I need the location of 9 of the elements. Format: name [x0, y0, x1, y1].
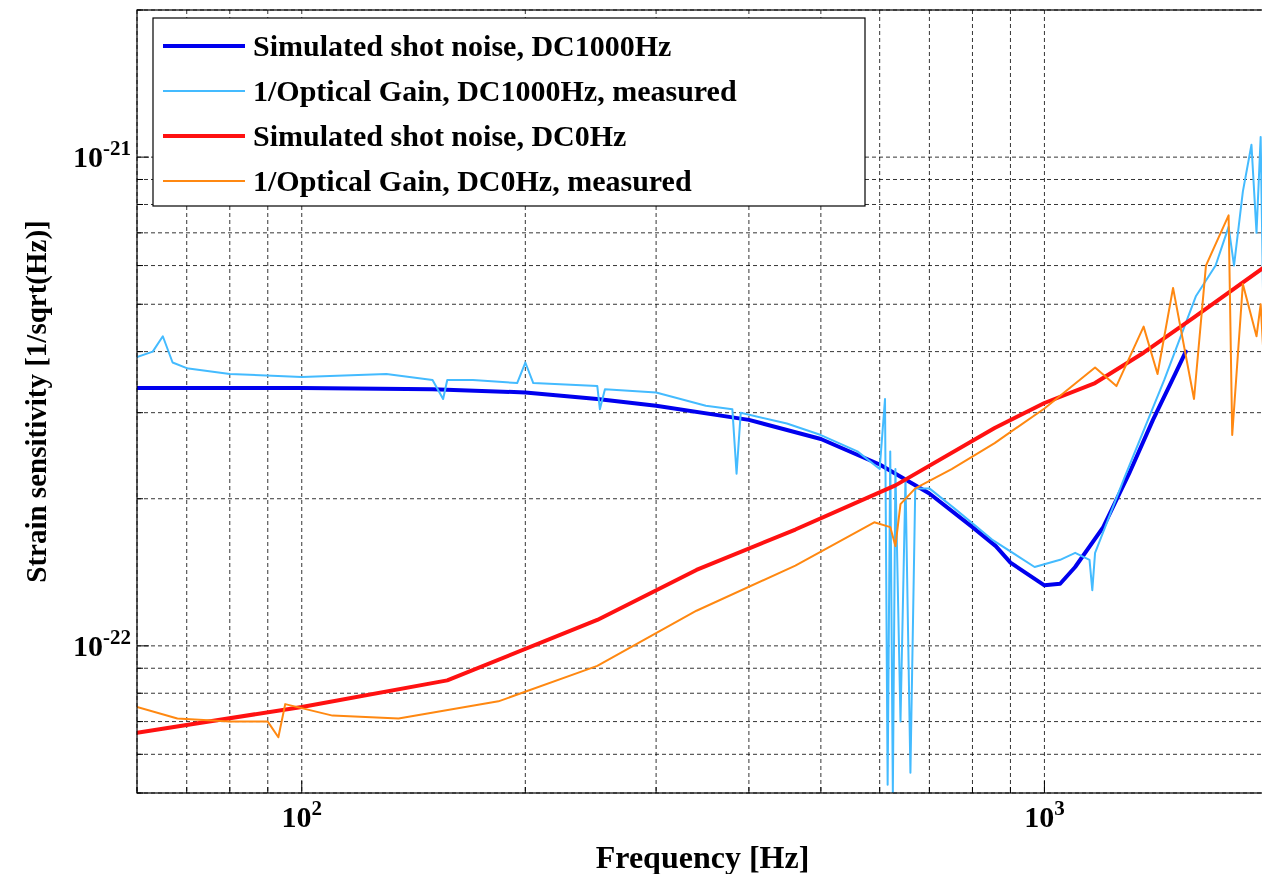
legend-label: 1/Optical Gain, DC0Hz, measured [253, 164, 692, 197]
legend-label: 1/Optical Gain, DC1000Hz, measured [253, 74, 737, 107]
y-axis-title: Strain sensitivity [1/sqrt(Hz)] [20, 220, 54, 583]
legend-label: Simulated shot noise, DC1000Hz [253, 29, 672, 62]
legend-label: Simulated shot noise, DC0Hz [253, 119, 627, 152]
y-tick-label: 10$^{-21}$ [73, 136, 131, 174]
y-tick-label: 10$^{-22}$ [73, 624, 131, 662]
x-tick-label: 10$^{2}$ [281, 796, 323, 833]
x-tick-label: 10$^{3}$ [1024, 796, 1065, 833]
